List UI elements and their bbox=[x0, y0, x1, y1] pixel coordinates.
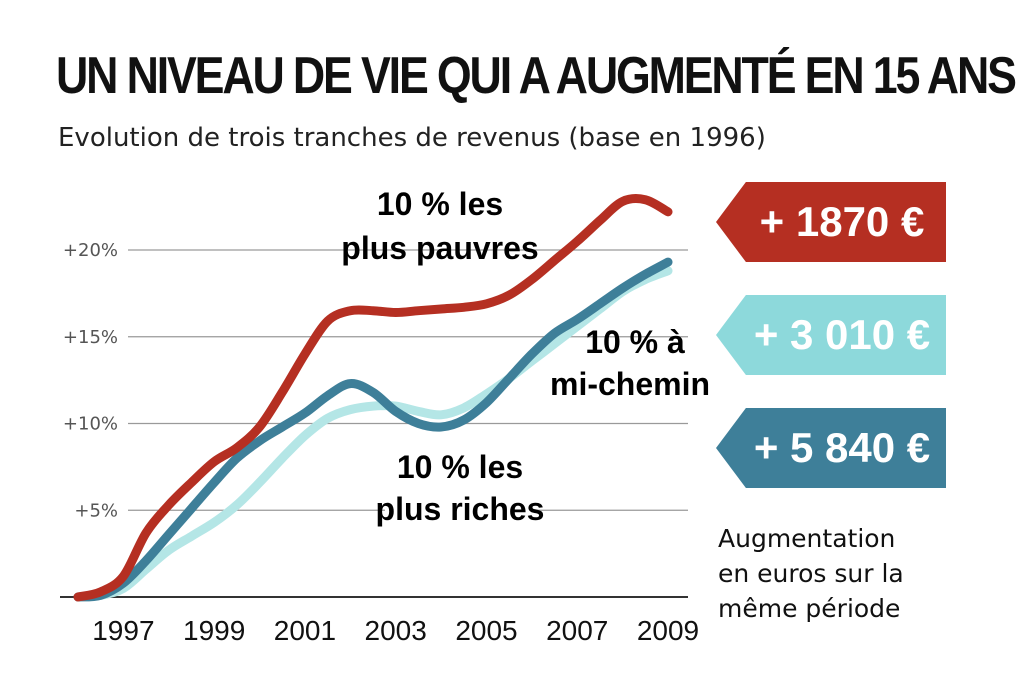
series-line-riches bbox=[73, 257, 673, 602]
series-line-pauvres bbox=[73, 194, 673, 602]
label-riches-line-1: 10 % les bbox=[397, 449, 523, 485]
y-tick-label: +15% bbox=[63, 327, 118, 348]
note-line-3: même période bbox=[718, 594, 901, 623]
x-tick-label: 2005 bbox=[455, 615, 517, 646]
label-riches-line-2: plus riches bbox=[376, 491, 545, 527]
x-tick-label: 2001 bbox=[274, 615, 336, 646]
series-lines bbox=[73, 194, 673, 602]
x-tick-label: 2003 bbox=[365, 615, 427, 646]
note-line-1: Augmentation bbox=[718, 524, 896, 553]
badge-riches: + 5 840 € bbox=[716, 408, 946, 488]
x-axis-ticks: 1997 1999 2001 2003 2005 2007 2009 bbox=[92, 615, 699, 646]
series-label-pauvres: 10 % les plus pauvres bbox=[341, 186, 538, 266]
series-line-mi-chemin bbox=[73, 266, 673, 602]
y-tick-label: +10% bbox=[63, 414, 118, 435]
label-pauvres-line-2: plus pauvres bbox=[341, 230, 538, 266]
badge-pauvres: + 1870 € bbox=[716, 182, 946, 262]
x-tick-label: 1999 bbox=[183, 615, 245, 646]
label-mi-chemin-line-2: mi-chemin bbox=[550, 366, 710, 402]
x-tick-label: 2009 bbox=[637, 615, 699, 646]
y-tick-label: +5% bbox=[74, 500, 118, 521]
series-label-riches: 10 % les plus riches bbox=[376, 448, 545, 528]
y-axis-ticks: +5% +10% +15% +20% bbox=[63, 240, 118, 521]
x-tick-label: 2007 bbox=[546, 615, 608, 646]
note-line-2: en euros sur la bbox=[718, 559, 904, 588]
badge-mi-chemin: + 3 010 € bbox=[716, 295, 946, 375]
y-tick-label: +20% bbox=[63, 240, 118, 261]
increase-note: Augmentation en euros sur la même périod… bbox=[718, 521, 978, 626]
label-pauvres-line-1: 10 % les bbox=[377, 186, 503, 222]
x-tick-label: 1997 bbox=[92, 615, 154, 646]
series-label-mi-chemin: 10 % à mi-chemin bbox=[550, 324, 710, 402]
chart-subtitle: Evolution de trois tranches de revenus (… bbox=[58, 123, 766, 153]
label-mi-chemin-line-1: 10 % à bbox=[585, 324, 685, 360]
